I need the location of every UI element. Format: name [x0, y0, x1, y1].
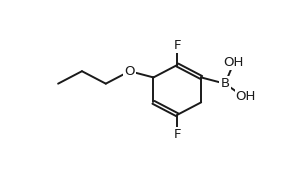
Text: OH: OH — [236, 90, 256, 103]
Text: F: F — [173, 128, 181, 141]
Text: O: O — [124, 65, 135, 78]
Text: OH: OH — [224, 56, 244, 69]
Text: F: F — [173, 38, 181, 52]
Text: B: B — [221, 77, 229, 90]
